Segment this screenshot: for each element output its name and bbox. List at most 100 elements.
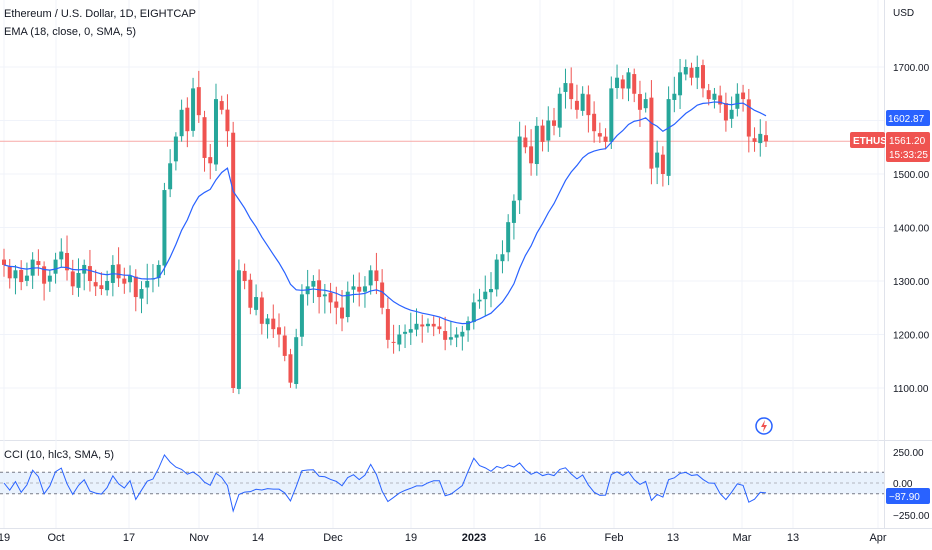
candle-body <box>431 323 436 327</box>
candle-body <box>122 278 127 284</box>
candle-body <box>626 72 631 89</box>
candle-body <box>534 125 539 165</box>
candle-body <box>374 270 379 281</box>
candle-body <box>179 109 184 137</box>
candle-body <box>557 93 562 128</box>
candle-body <box>213 99 218 165</box>
candle-body <box>242 270 247 281</box>
candle-body <box>357 286 362 292</box>
candle-body <box>202 117 207 158</box>
ema-value-badge-bg <box>886 110 930 126</box>
candle-body <box>460 331 465 337</box>
candle-body <box>7 266 12 279</box>
candle-body <box>655 152 660 168</box>
x-tick-label: 2023 <box>462 532 486 544</box>
candle-body <box>437 326 442 330</box>
candle-body <box>70 271 75 287</box>
price-tick-label: 1400.00 <box>893 224 930 235</box>
price-tick-label: 1500.00 <box>893 170 930 181</box>
x-tick-label: Mar <box>733 532 752 544</box>
candle-body <box>408 329 413 333</box>
candle-body <box>637 94 642 110</box>
candle-body <box>586 94 591 116</box>
candle-body <box>678 72 683 96</box>
candle-body <box>603 136 608 142</box>
candle-body <box>385 309 390 340</box>
last-price-badge-bg <box>886 132 930 162</box>
candle-body <box>139 289 144 299</box>
candle-body <box>231 132 236 388</box>
candle-body <box>391 341 396 343</box>
tradingview-logo-icon[interactable] <box>754 416 774 436</box>
candle-body <box>758 133 763 144</box>
candle-body <box>477 299 482 302</box>
candle-body <box>196 87 201 116</box>
candle-body <box>168 163 173 190</box>
candle-body <box>632 74 637 94</box>
candle-body <box>425 323 430 327</box>
candle-body <box>59 251 64 260</box>
cci-tick-label: 250.00 <box>893 448 924 459</box>
candle-body <box>185 107 190 132</box>
candle-body <box>488 289 493 293</box>
candle-body <box>563 83 568 92</box>
candle-body <box>414 323 419 330</box>
candle-body <box>42 266 47 284</box>
candle-body <box>105 281 110 291</box>
x-tick-label: 17 <box>123 532 135 544</box>
candle-body <box>162 190 167 266</box>
candle-body <box>540 125 545 142</box>
candle-body <box>236 270 241 389</box>
candle-body <box>403 331 408 334</box>
countdown-badge: 15:33:25 <box>889 150 928 161</box>
candle-body <box>552 120 557 126</box>
candle-body <box>597 133 602 137</box>
candle-body <box>609 88 614 142</box>
candle-body <box>660 154 665 174</box>
candle-body <box>294 337 299 384</box>
candle-body <box>93 282 98 287</box>
candle-body <box>340 307 345 319</box>
x-tick-label: Dec <box>323 532 343 544</box>
candle-body <box>2 259 6 265</box>
cci-line <box>3 453 767 513</box>
candle-body <box>718 95 723 105</box>
candle-body <box>47 275 52 282</box>
candle-body <box>466 321 471 331</box>
candle-body <box>695 67 700 78</box>
candle-body <box>523 137 528 148</box>
candle-body <box>345 291 350 318</box>
x-tick-label: Oct <box>47 532 64 544</box>
price-tick-label: 1100.00 <box>893 384 929 395</box>
symbol-badge: ETHUSD <box>853 136 894 147</box>
candle-body <box>574 100 579 110</box>
chart-title: Ethereum / U.S. Dollar, 1D, EIGHTCAP <box>4 8 196 20</box>
candle-body <box>454 334 459 338</box>
ema-line <box>3 101 767 325</box>
candle-body <box>271 318 276 330</box>
candle-body <box>225 109 230 132</box>
candle-body <box>511 200 516 223</box>
candle-body <box>529 146 534 164</box>
candle-body <box>248 279 253 308</box>
x-tick-label: 19 <box>0 532 10 544</box>
candle-body <box>569 83 574 100</box>
candle-body <box>735 93 740 109</box>
candle-body <box>380 282 385 308</box>
currency-label: USD <box>893 8 914 19</box>
candle-body <box>494 259 499 290</box>
candle-body <box>592 113 597 132</box>
candle-body <box>277 327 282 335</box>
candle-body <box>649 97 654 169</box>
candle-body <box>24 275 29 281</box>
candle-body <box>208 157 213 164</box>
x-tick-label: 16 <box>534 532 546 544</box>
candle-body <box>133 276 138 298</box>
candle-body <box>620 79 625 89</box>
candle-body <box>282 335 287 356</box>
candle-body <box>288 354 293 383</box>
candle-body <box>53 259 58 274</box>
candle-body <box>322 294 327 297</box>
candle-body <box>259 297 264 324</box>
